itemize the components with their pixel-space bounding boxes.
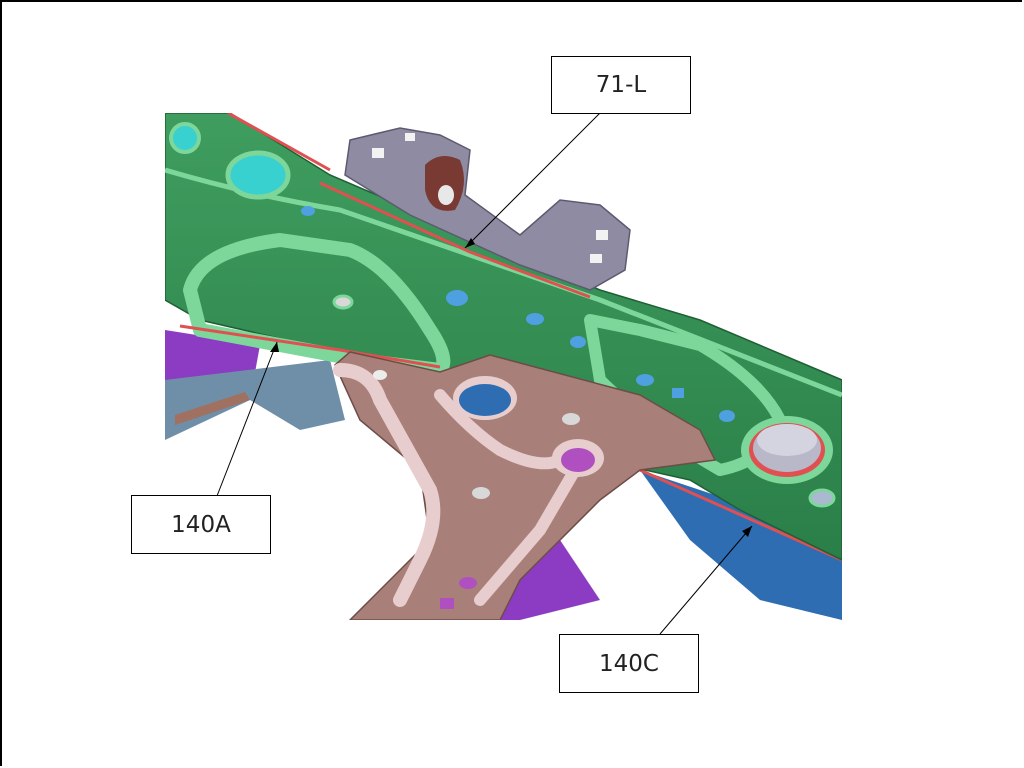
hole-blue-3 [526, 313, 544, 325]
plate-hole-2 [373, 370, 387, 380]
member-140a [165, 360, 345, 440]
bracket-slot-1 [372, 148, 384, 158]
plate-bushing-hole [561, 448, 595, 472]
plate-hole-1 [562, 413, 580, 425]
bracket-slot-2 [405, 133, 415, 141]
hole-cyan-2 [225, 150, 291, 200]
plate-boss-hole [459, 384, 511, 416]
hole-blue-6 [636, 374, 654, 386]
hole-cyan-1 [169, 122, 201, 154]
bracket-slot-3 [596, 230, 608, 240]
hole-blue-5 [719, 410, 735, 422]
hole-gray-1 [332, 294, 354, 310]
hole-blue-1 [301, 206, 315, 216]
hole-blue-2 [446, 290, 468, 306]
hole-gray-2 [808, 488, 836, 508]
left-flange [175, 392, 250, 425]
seam-140a [179, 324, 441, 369]
bracket-slot-4 [590, 254, 602, 263]
member-140c [640, 470, 842, 620]
plate-slot [440, 598, 454, 609]
embossed-ridge-left [183, 233, 451, 377]
seam-top-left [227, 113, 331, 172]
bracket-ear-hole [438, 185, 454, 205]
leader-lines [216, 112, 753, 635]
bracket-71l [344, 127, 631, 291]
bushing-bore [757, 424, 817, 456]
callout-71l: 71-L [551, 56, 691, 114]
callout-140c: 140C [559, 634, 699, 693]
callout-140a: 140A [131, 495, 271, 554]
hole-blue-4 [570, 336, 586, 348]
bracket-ear [425, 156, 464, 211]
seam-71l [319, 181, 591, 299]
seam-140c [639, 468, 842, 562]
plate-hole-3 [472, 487, 490, 499]
plate-hole-4 [459, 577, 477, 589]
plate-rib-left [333, 363, 441, 607]
slot-blue [672, 388, 684, 398]
